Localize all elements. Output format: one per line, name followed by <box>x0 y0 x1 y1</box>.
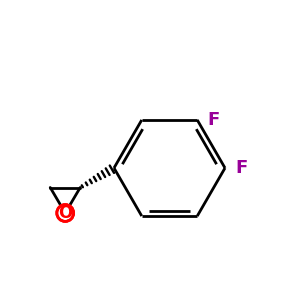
Text: F: F <box>236 159 248 177</box>
Text: O: O <box>58 204 72 222</box>
Text: F: F <box>208 111 220 129</box>
Circle shape <box>57 205 74 221</box>
